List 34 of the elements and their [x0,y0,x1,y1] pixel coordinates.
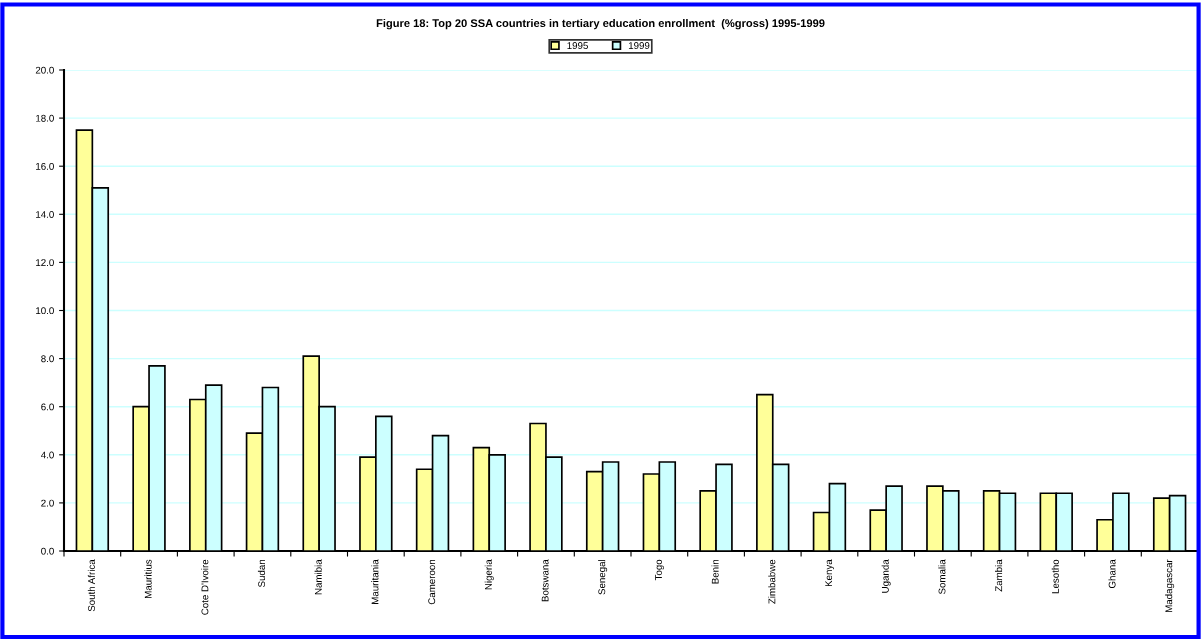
x-tick-label: Namibia [314,559,322,595]
x-tick-label: Sudan [257,559,266,587]
y-tick-label: 12.0 [36,259,54,267]
chart-title: Figure 18: Top 20 SSA countries in tertiary education enrollment (%gross) 1995-1999 [376,18,825,30]
x-tick-label: Botswana [541,559,549,602]
y-tick-label: 20.0 [35,66,54,74]
y-tick-label: 16.0 [36,162,54,170]
x-tick-label: Cote D'Ivoire [201,559,209,615]
y-tick-label: 4.0 [40,451,54,459]
x-tick-label: Uganda [881,559,891,593]
x-tick-label: Zimbabwe [768,559,776,604]
x-tick-label: Cameroon [428,559,436,605]
x-tick-label: Togo [655,559,664,581]
y-tick-label: 0.0 [41,547,54,555]
legend-label: 1999 [628,42,650,49]
y-tick-label: 14.0 [36,211,54,218]
x-tick-label: Senegal [598,559,608,595]
x-tick-label: Nigeria [484,559,494,590]
x-tick-label: Kenya [825,559,834,587]
x-tick-label: Ghana [1108,559,1116,589]
legend-label: 1995 [567,42,588,49]
y-tick-label: 6.0 [41,403,54,411]
x-tick-label: South Africa [87,559,95,612]
y-tick-label: 2.0 [41,499,54,507]
x-tick-label: Zambia [995,559,1003,592]
y-tick-label: 10.0 [36,307,54,315]
x-tick-label: Madagascar [1165,559,1175,613]
x-tick-label: Mauritius [144,559,152,598]
x-tick-label: Benin [711,559,719,584]
y-tick-label: 8.0 [41,355,54,363]
x-tick-label: Somalia [938,559,946,595]
x-tick-label: Lesotho [1051,559,1059,594]
x-tick-label: Mauritania [371,559,379,604]
y-tick-label: 18.0 [36,114,54,122]
